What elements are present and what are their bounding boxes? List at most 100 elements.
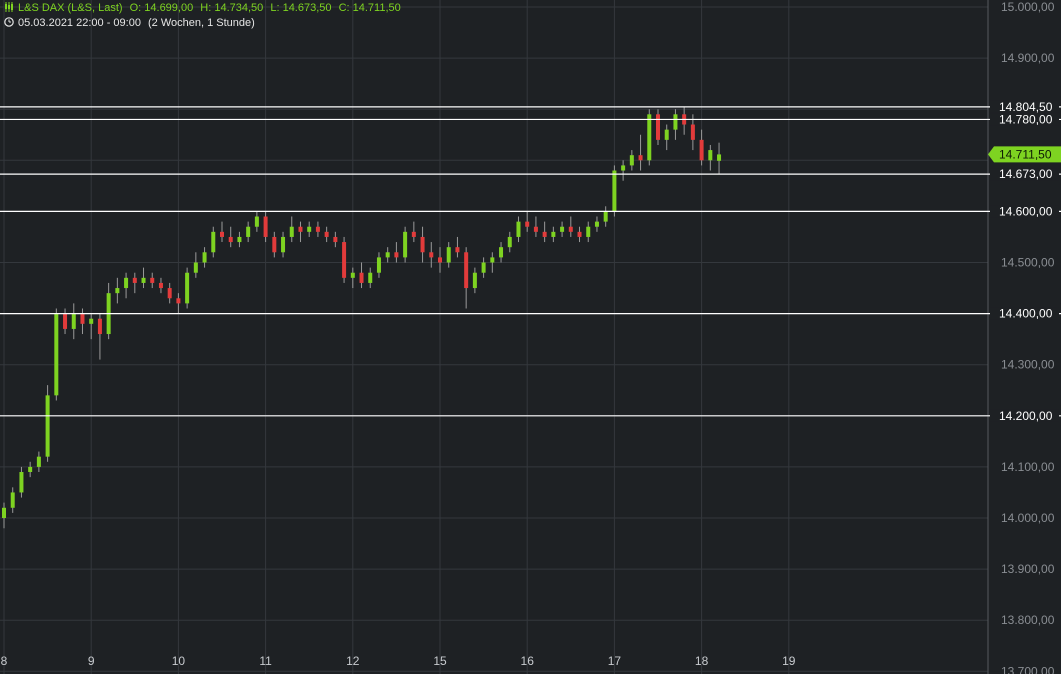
candle — [551, 226, 556, 243]
candle-body — [586, 226, 591, 237]
candle-body — [115, 288, 120, 294]
candle — [568, 216, 573, 237]
candle — [71, 303, 76, 340]
clock-icon — [4, 17, 14, 27]
candle — [272, 231, 277, 258]
candle-body — [455, 247, 460, 253]
candlestick-chart-icon — [5, 2, 13, 12]
candle — [141, 267, 146, 289]
candle-body — [708, 150, 713, 161]
candle-body — [185, 272, 190, 304]
candle-body — [45, 395, 50, 457]
candle — [586, 221, 591, 243]
candle — [10, 487, 15, 513]
level-label: 14.673,00 — [999, 167, 1053, 181]
candle — [54, 308, 59, 401]
candle — [690, 114, 695, 151]
high-value: H: 14.734,50 — [200, 2, 264, 14]
candle-body — [594, 221, 599, 227]
candle — [315, 221, 320, 237]
candle — [647, 109, 652, 166]
candle-body — [150, 277, 155, 283]
x-tick-label: 15 — [433, 654, 447, 668]
candle — [490, 252, 495, 273]
candle — [577, 226, 582, 243]
candle-body — [246, 226, 251, 237]
candle — [717, 142, 722, 174]
candle-body — [629, 155, 634, 166]
level-label: 14.780,00 — [999, 112, 1053, 126]
candle-body — [481, 262, 486, 273]
candle-body — [472, 272, 477, 289]
x-tick-label: 19 — [782, 654, 796, 668]
candle — [638, 134, 643, 171]
candle-body — [124, 277, 129, 289]
candle-body — [132, 277, 137, 283]
candle-body — [211, 231, 216, 253]
candle-body — [254, 216, 259, 227]
candle-body — [368, 272, 373, 283]
candle — [533, 216, 538, 237]
candle-body — [141, 277, 146, 283]
candle-body — [63, 313, 68, 329]
candle-body — [28, 466, 33, 473]
current-price-badge-bg — [988, 146, 1061, 163]
candle — [2, 502, 6, 529]
candle-body — [568, 226, 573, 232]
candle — [185, 267, 190, 309]
candle — [612, 165, 617, 217]
candle — [359, 262, 364, 289]
candle — [603, 206, 608, 227]
candle-body — [690, 124, 695, 140]
level-label-bg — [990, 113, 1059, 126]
candle — [376, 252, 381, 278]
candle — [324, 226, 329, 243]
candle — [594, 216, 599, 232]
candle — [664, 124, 669, 151]
candle — [333, 231, 338, 248]
y-tick-label: 14.000,00 — [1001, 511, 1055, 525]
candle — [656, 109, 660, 145]
candle — [19, 466, 24, 498]
candle-body — [167, 288, 172, 299]
candle — [560, 221, 565, 237]
candle-body — [403, 231, 408, 258]
date-range: 05.03.2021 22:00 - 09:00 — [18, 17, 141, 29]
candle-body — [673, 114, 678, 130]
x-tick-label: 10 — [172, 654, 186, 668]
candle — [158, 277, 163, 294]
candle — [115, 277, 120, 304]
candle — [420, 226, 425, 263]
candle — [464, 247, 469, 309]
chart-header-quote: L&S DAX (L&S, Last) O: 14.699,00 H: 14.7… — [4, 2, 405, 15]
candle-body — [342, 242, 347, 278]
candle-body — [263, 216, 268, 237]
candle — [542, 221, 547, 243]
candle-body — [272, 236, 277, 253]
candle — [97, 313, 102, 360]
level-label: 14.804,50 — [999, 100, 1053, 114]
candle — [132, 272, 137, 294]
candle — [472, 267, 477, 294]
candle — [220, 221, 224, 243]
candle-body — [490, 257, 495, 263]
candle — [446, 242, 451, 268]
level-label-bg — [990, 168, 1059, 181]
candle-body — [533, 226, 538, 232]
level-label-bg — [990, 409, 1059, 422]
candle — [507, 231, 512, 253]
candle — [254, 211, 259, 232]
open-value: O: 14.699,00 — [129, 2, 194, 14]
candle-body — [394, 252, 399, 258]
candle-body — [516, 221, 521, 237]
candle — [150, 272, 155, 289]
y-tick-label: 13.700,00 — [1001, 664, 1055, 674]
candle-body — [228, 236, 233, 243]
candle-body — [281, 236, 286, 253]
candle-body — [525, 221, 530, 227]
close-value: C: 14.711,50 — [338, 2, 401, 14]
candle — [629, 150, 634, 171]
x-tick-label: 8 — [1, 654, 8, 668]
